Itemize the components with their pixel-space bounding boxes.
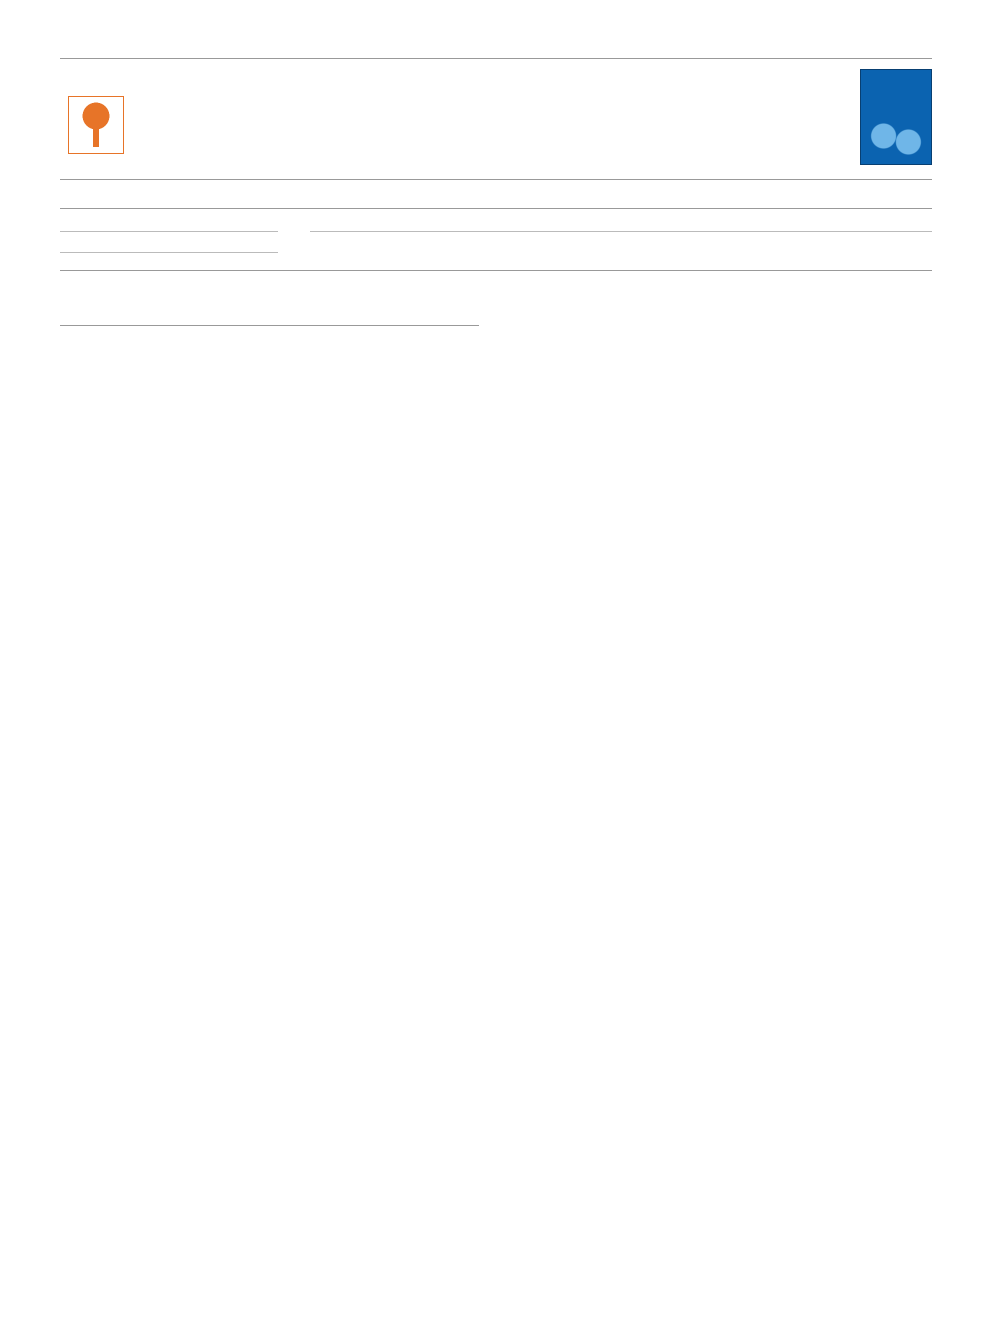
- elsevier-logo: [60, 78, 132, 156]
- article-info: [60, 221, 278, 260]
- divider: [60, 270, 932, 271]
- divider: [60, 208, 932, 209]
- cover-image-icon: [865, 120, 927, 160]
- elsevier-tree-icon: [68, 96, 124, 154]
- abstract: [310, 221, 932, 260]
- masthead: [60, 58, 932, 180]
- journal-cover-thumb: [860, 69, 932, 165]
- footnotes: [60, 325, 479, 332]
- masthead-center: [150, 112, 842, 122]
- info-abstract-row: [60, 221, 932, 260]
- keywords-block: [60, 252, 278, 259]
- body-columns: [60, 297, 932, 303]
